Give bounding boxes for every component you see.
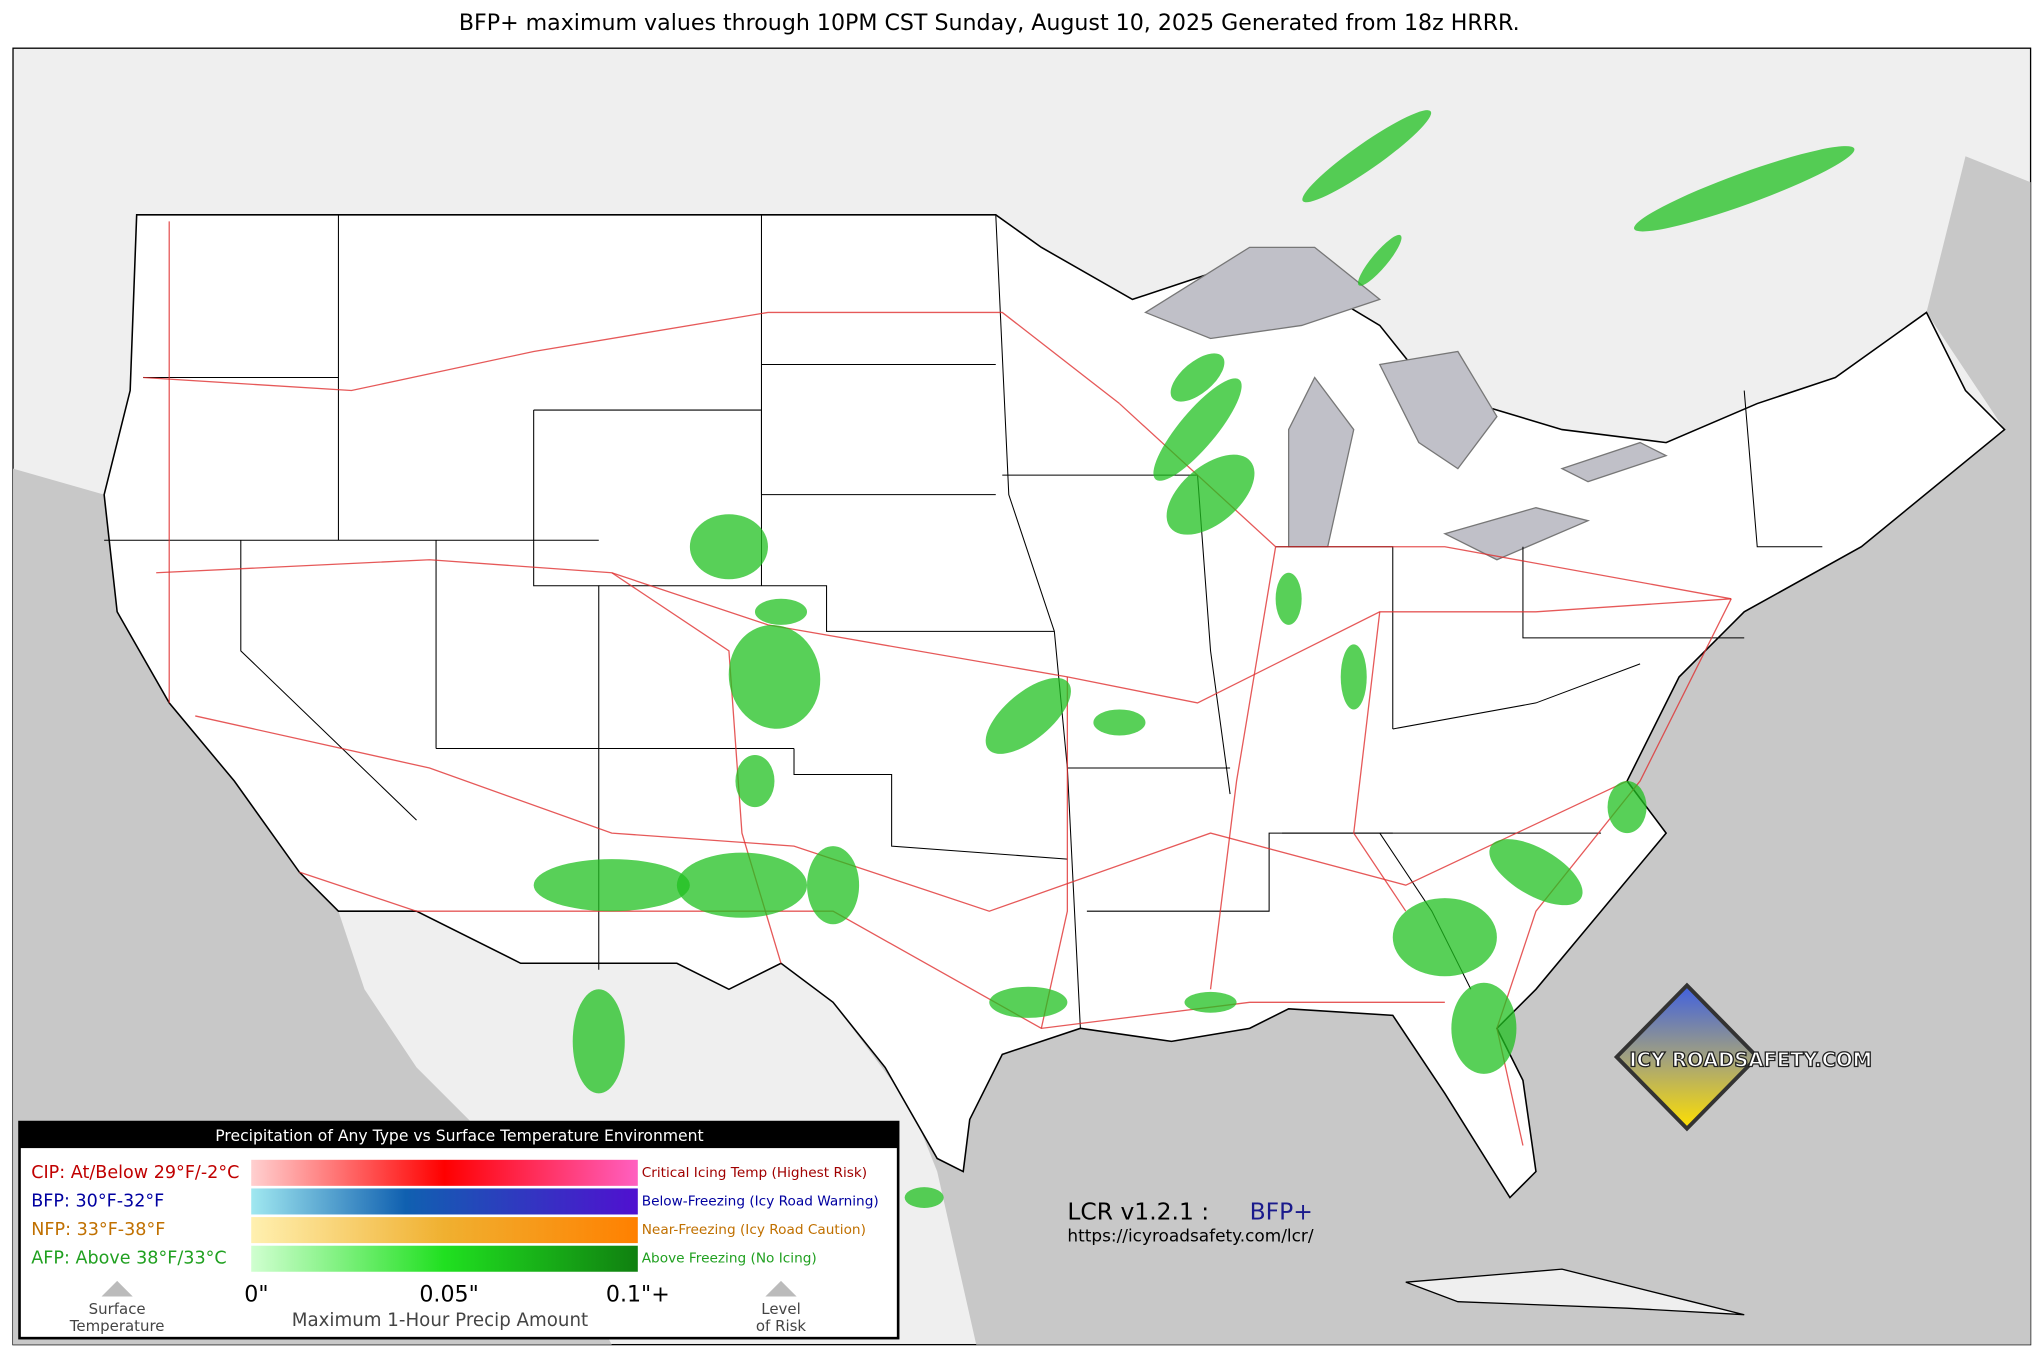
legend-description: Below-Freezing (Icy Road Warning) [642,1193,879,1209]
legend-tick: 0" [244,1282,268,1308]
precip-area [1634,146,1855,232]
highway [195,715,1628,912]
precip-area [572,989,625,1094]
legend-bar [251,1217,638,1244]
precip-area [1489,839,1583,906]
precip-area [754,598,808,625]
product-version: LCR v1.2.1 : [1067,1198,1209,1226]
precip-area [1302,110,1432,203]
right-caption: of Risk [756,1317,807,1335]
legend-label: NFP: 33°F-38°F [31,1220,165,1240]
precip-area [689,514,768,580]
precip-area [985,677,1071,754]
logo: ICY ROADSAFETY.COM [1613,982,1873,1132]
precip-area [676,852,808,918]
highway [1209,546,1277,990]
precip-area [1153,378,1242,481]
highway [143,311,1120,405]
state-line [1743,390,1823,548]
state-line [995,214,1081,1029]
precip-area [1166,454,1255,535]
product-name: BFP+ [1250,1198,1313,1226]
legend-bar [251,1159,638,1186]
legend-header: Precipitation of Any Type vs Surface Tem… [215,1127,703,1145]
left-caption: Temperature [69,1317,165,1335]
precip-area [1607,781,1647,834]
precip-area [1340,644,1367,710]
precip-area [533,859,690,912]
legend-description: Critical Icing Temp (Highest Risk) [642,1165,867,1181]
arrow [765,1280,797,1297]
precip-area [1392,898,1497,977]
precip-area [1451,982,1517,1074]
precip-area [1358,234,1402,286]
cuba [1405,1268,1745,1316]
legend-description: Above Freezing (No Icing) [642,1251,817,1267]
product-url: https://icyroadsafety.com/lcr/ [1067,1226,1313,1246]
highway [1353,611,1407,912]
product-label: LCR v1.2.1 : BFP+ https://icyroadsafety.… [1067,1198,1313,1246]
state-line [1392,663,1641,730]
precip-area [1275,572,1302,625]
legend-tick: 0.1"+ [606,1282,670,1308]
highway [1040,676,1069,1029]
state-line [598,585,1055,632]
right-caption: Level [761,1300,800,1318]
precip [533,110,1855,1208]
state-line [1522,546,1745,639]
legend-header-bar [19,1122,899,1149]
legend-tick: 0.05" [419,1282,478,1308]
boundaries [104,214,1823,1146]
arrow [101,1280,133,1297]
legend-bar [251,1188,638,1215]
precip-area [1093,709,1146,736]
precip-area [728,625,821,729]
logo-text: ICY ROADSAFETY.COM [1629,1048,1872,1071]
legend-bar [251,1245,638,1272]
legend-label: BFP: 30°F-32°F [31,1191,164,1211]
precip-area [904,1187,944,1208]
highway [1496,598,1732,1146]
legend-axis-label: Maximum 1-Hour Precip Amount [292,1310,588,1331]
precip-area [1170,353,1225,402]
state-line [1197,475,1231,795]
state-line [240,540,417,821]
legend: Precipitation of Any Type vs Surface Tem… [18,1120,900,1340]
logo-diamond [1613,982,1760,1132]
precip-area [735,754,775,808]
great-lakes [1144,246,1668,561]
legend-description: Near-Freezing (Icy Road Caution) [642,1222,866,1238]
precip-area [807,846,860,925]
state-line [533,410,600,749]
title: BFP+ maximum values through 10PM CST Sun… [459,10,1520,36]
precip-area [989,986,1068,1018]
state-line [793,748,1068,860]
legend-label: CIP: At/Below 29°F/-2°C [31,1163,239,1183]
left-caption: Surface [89,1300,146,1318]
legend-label: AFP: Above 38°F/33°C [31,1249,226,1269]
precip-area [1184,991,1237,1013]
